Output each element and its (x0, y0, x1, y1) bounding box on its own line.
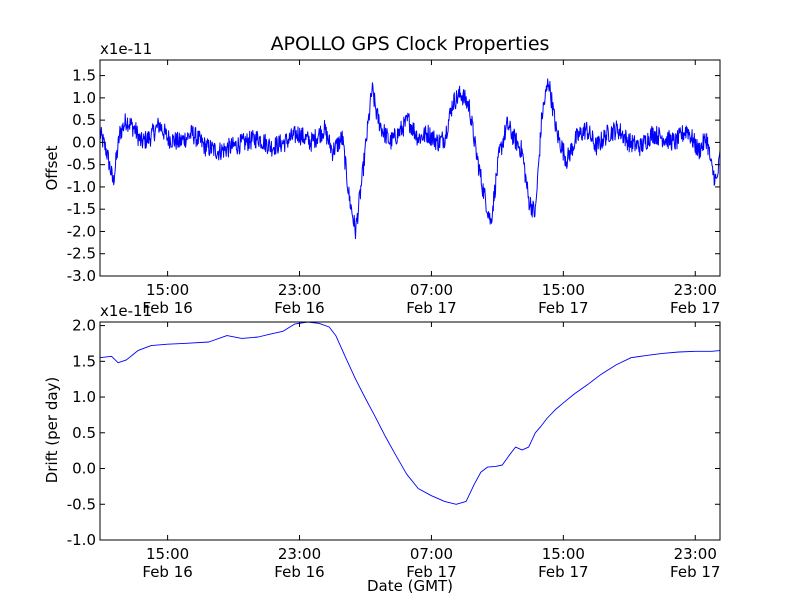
offset-plot-frame (99, 59, 721, 277)
drift-ytick-label: 0.0 (72, 460, 96, 478)
offset-ytick-label: -0.5 (67, 156, 96, 174)
drift-panel: x1e-11 Drift (per day) Date (GMT) 2.0 1.5… (43, 302, 721, 595)
x-axis-label: Date (GMT) (367, 577, 453, 595)
offset-xtick-date-label: Feb 17 (670, 299, 720, 317)
offset-xtick-time-label: 15:00 (146, 281, 189, 299)
offset-ytick-label: 0.0 (72, 133, 96, 151)
drift-ytick-label: 2.0 (72, 317, 96, 335)
drift-data-layer (99, 321, 721, 505)
drift-scale-label: x1e-11 (100, 302, 152, 320)
offset-ytick-label: -3.0 (67, 267, 96, 285)
offset-xtick-date-label: Feb 17 (406, 299, 456, 317)
drift-ytick-label: 1.0 (72, 388, 96, 406)
offset-xtick-date-label: Feb 16 (142, 299, 192, 317)
drift-xtick-time-label: 15:00 (146, 545, 189, 563)
drift-xtick-time-label: 23:00 (674, 545, 717, 563)
offset-panel: APOLLO GPS Clock Properties x1e-11 Offse… (43, 33, 721, 317)
offset-xtick-date-label: Feb 16 (274, 299, 324, 317)
offset-xtick-date-label: Feb 17 (538, 299, 588, 317)
drift-xtick-time-label: 15:00 (542, 545, 585, 563)
drift-xtick-date-label: Feb 16 (274, 563, 324, 581)
drift-plot-frame (99, 321, 721, 541)
drift-xtick-date-label: Feb 17 (670, 563, 720, 581)
drift-y-axis-label: Drift (per day) (43, 377, 61, 484)
drift-xtick-date-label: Feb 17 (538, 563, 588, 581)
offset-ytick-label: 1.5 (72, 67, 96, 85)
drift-ytick-label: 0.5 (72, 424, 96, 442)
drift-ytick-label: 1.5 (72, 352, 96, 370)
offset-xtick-time-label: 23:00 (674, 281, 717, 299)
offset-scale-label: x1e-11 (100, 40, 152, 58)
offset-xtick-time-label: 15:00 (542, 281, 585, 299)
offset-ytick-label: -2.5 (67, 245, 96, 263)
drift-series-line (99, 321, 721, 505)
offset-data-layer (99, 78, 721, 240)
offset-ytick-label: -2.0 (67, 222, 96, 240)
offset-ytick-label: -1.5 (67, 200, 96, 218)
offset-y-axis-label: Offset (43, 145, 61, 190)
drift-ytick-label: -1.0 (67, 531, 96, 549)
offset-ytick-label: 0.5 (72, 111, 96, 129)
drift-xtick-time-label: 07:00 (410, 545, 453, 563)
drift-xtick-date-label: Feb 17 (406, 563, 456, 581)
chart-title: APOLLO GPS Clock Properties (271, 33, 550, 55)
offset-ytick-label: -1.0 (67, 178, 96, 196)
drift-ytick-label: -0.5 (67, 495, 96, 513)
offset-xtick-time-label: 07:00 (410, 281, 453, 299)
offset-tick-layer: 1.5 1.0 0.5 0.0 -0.5 -1.0 -1.5 -2.0 -2.5 -3.0 15:0… (67, 60, 720, 317)
drift-xtick-date-label: Feb 16 (142, 563, 192, 581)
offset-ytick-label: 1.0 (72, 89, 96, 107)
drift-xtick-time-label: 23:00 (278, 545, 321, 563)
offset-xtick-time-label: 23:00 (278, 281, 321, 299)
offset-series-line (99, 78, 721, 240)
